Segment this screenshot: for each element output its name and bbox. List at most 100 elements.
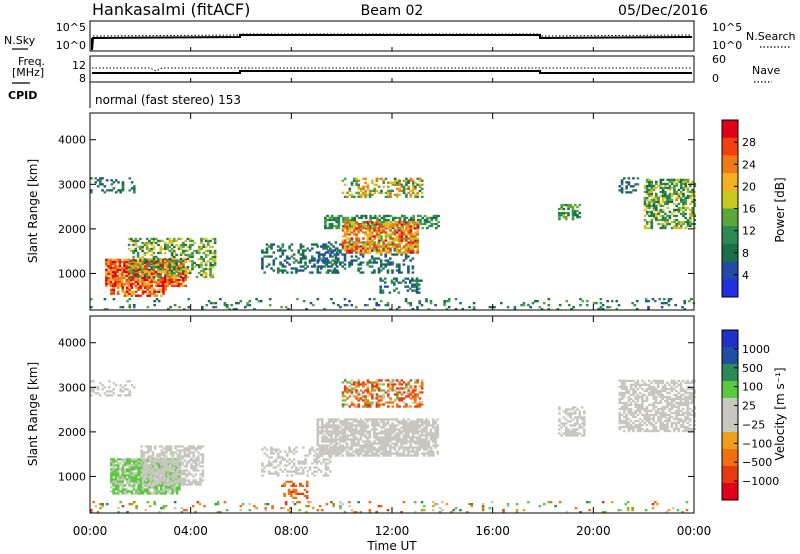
data-cell [121,480,125,483]
data-cell [174,473,177,476]
data-cell [213,255,217,259]
data-cell [161,258,165,261]
data-cell [137,288,140,291]
data-cell [327,241,331,244]
data-cell [620,379,624,382]
data-cell [261,267,264,270]
data-cell [411,237,415,240]
data-cell [281,253,285,256]
data-cell [313,259,316,262]
data-cell [384,251,388,254]
data-cell [342,220,345,224]
data-cell [343,438,347,441]
data-cell [317,456,321,459]
data-cell [350,223,354,226]
data-cell [152,265,156,269]
data-cell [682,188,685,192]
data-cell [265,448,269,451]
data-cell [564,434,568,437]
data-cell [404,428,408,431]
data-cell [349,224,352,228]
data-cell [132,480,136,483]
data-cell [167,483,171,486]
data-cell [114,268,117,272]
data-cell [343,430,347,433]
data-cell [359,389,363,392]
data-cell [564,422,568,425]
data-cell [105,282,108,286]
data-cell [318,271,322,274]
data-cell [343,257,347,260]
data-cell [162,480,165,483]
data-cell [393,247,397,250]
data-cell [139,286,143,289]
data-cell [157,484,161,487]
data-cell [161,284,165,288]
data-cell [425,428,428,431]
data-cell [395,277,398,280]
data-cell [305,308,308,311]
data-cell [583,416,586,419]
data-cell [299,265,303,268]
data-cell [373,222,377,226]
data-cell [176,471,180,474]
data-cell [527,304,530,307]
data-cell [620,385,624,389]
data-cell [443,304,446,307]
data-cell [127,280,131,284]
data-cell [290,490,293,493]
data-cell [659,226,663,230]
data-cell [382,220,386,224]
data-cell [643,202,647,206]
data-cell [402,424,406,427]
data-cell [119,478,122,481]
data-cell [409,221,413,224]
data-cell [116,490,120,493]
data-cell [650,198,654,202]
data-cell [409,243,413,246]
data-cell [281,470,285,473]
data-cell [355,397,358,400]
data-cell [400,379,404,382]
data-cell [325,257,329,260]
data-cell [111,278,115,282]
data-cell [371,193,374,196]
data-cell [373,426,376,429]
data-cell [382,440,385,443]
data-cell [416,418,419,421]
data-cell [567,205,570,209]
data-cell [191,253,194,257]
data-cell [348,428,351,431]
data-cell [158,459,162,462]
data-cell [148,263,151,267]
data-cell [132,492,136,495]
data-cell [334,426,338,429]
data-cell [357,187,361,190]
data-cell [355,450,358,453]
data-cell [443,302,446,305]
data-cell [361,422,365,425]
data-cell [140,457,143,460]
data-cell [407,179,410,182]
data-cell [343,267,347,270]
data-cell [324,462,328,465]
data-cell [386,452,390,455]
data-cell [411,277,414,280]
data-cell [248,300,252,303]
data-cell [119,474,122,477]
data-cell [364,440,367,443]
data-cell [362,191,365,194]
data-cell [357,393,361,396]
data-cell [117,181,120,184]
data-cell [409,385,413,388]
data-cell [409,231,413,234]
data-cell [201,459,205,462]
data-cell [169,481,173,484]
data-cell [569,408,572,411]
data-cell [373,189,376,192]
data-cell [211,245,215,249]
data-cell [274,450,278,453]
data-cell [155,480,158,483]
data-cell [404,432,408,435]
data-cell [330,426,333,429]
